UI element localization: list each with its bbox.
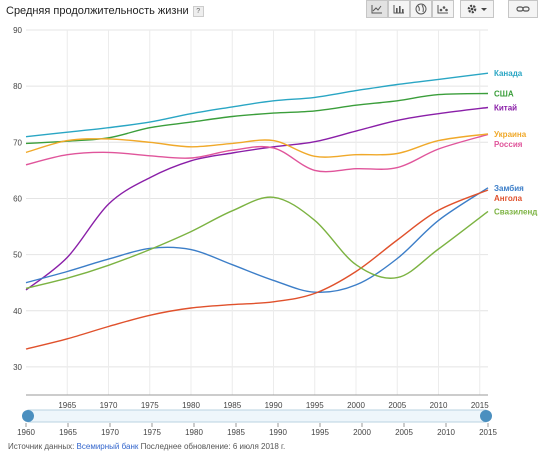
chart-title: Средняя продолжительность жизни? <box>6 5 204 17</box>
timeline-tick-1970: 1970 <box>101 428 119 437</box>
scatter-button[interactable] <box>432 0 454 18</box>
series-line-4[interactable] <box>26 134 488 157</box>
timeline-slider[interactable]: 1960 1965 1970 1975 1980 1985 1990 1995 2000 2005… <box>17 410 497 437</box>
x-tick-1985: 1985 <box>223 401 241 410</box>
timeline-tick-1990: 1990 <box>269 428 287 437</box>
x-tick-1975: 1975 <box>141 401 159 410</box>
gear-icon <box>466 3 488 15</box>
globe-icon <box>415 3 427 15</box>
timeline-track <box>28 410 486 422</box>
x-tick-1990: 1990 <box>265 401 283 410</box>
timeline-tick-1960: 1960 <box>17 428 35 437</box>
bar-chart-button[interactable] <box>388 0 410 18</box>
legend-label-4[interactable]: Украина <box>494 130 527 139</box>
x-tick-1970: 1970 <box>100 401 118 410</box>
y-tick-30: 30 <box>13 363 22 372</box>
chart-grid: 30 40 50 60 70 80 90 1965 1970 1975 1980 1985 1990 19… <box>13 26 489 410</box>
chart-title-text: Средняя продолжительность жизни <box>6 5 189 17</box>
link-icon <box>516 4 530 14</box>
help-icon[interactable]: ? <box>193 6 204 17</box>
timeline-start-handle[interactable] <box>22 410 34 422</box>
timeline-tick-2000: 2000 <box>353 428 371 437</box>
chart-header: Средняя продолжительность жизни? <box>0 0 540 22</box>
x-tick-1980: 1980 <box>182 401 200 410</box>
line-chart-button[interactable] <box>366 0 388 18</box>
series-line-1[interactable] <box>26 94 488 144</box>
legend-label-1[interactable]: США <box>494 89 514 98</box>
timeline-tick-2015: 2015 <box>479 428 497 437</box>
x-tick-2015: 2015 <box>471 401 489 410</box>
series-line-5[interactable] <box>26 188 488 293</box>
timeline-tick-1965: 1965 <box>59 428 77 437</box>
timeline-tick-2010: 2010 <box>437 428 455 437</box>
timeline-tick-2005: 2005 <box>395 428 413 437</box>
x-tick-2005: 2005 <box>388 401 406 410</box>
x-tick-2010: 2010 <box>430 401 448 410</box>
settings-button[interactable] <box>460 0 494 18</box>
x-tick-1965: 1965 <box>58 401 76 410</box>
y-tick-80: 80 <box>13 82 22 91</box>
y-tick-60: 60 <box>13 194 22 203</box>
legend-label-0[interactable]: Канада <box>494 69 523 78</box>
y-tick-90: 90 <box>13 26 22 35</box>
legend-label-2[interactable]: Китай <box>494 103 517 112</box>
x-tick-2000: 2000 <box>347 401 365 410</box>
map-button[interactable] <box>410 0 432 18</box>
timeline-tick-1975: 1975 <box>143 428 161 437</box>
legend-label-6[interactable]: Ангола <box>494 194 523 203</box>
scatter-icon <box>437 4 449 14</box>
y-tick-50: 50 <box>13 251 22 260</box>
legend-label-7[interactable]: Свазиленд <box>494 207 537 216</box>
timeline-end-handle[interactable] <box>480 410 492 422</box>
y-tick-70: 70 <box>13 138 22 147</box>
line-chart-icon <box>371 4 383 14</box>
link-button[interactable] <box>508 0 538 18</box>
timeline-tick-1995: 1995 <box>311 428 329 437</box>
legend-label-5[interactable]: Замбия <box>494 184 524 193</box>
chart-series <box>26 73 488 349</box>
series-line-0[interactable] <box>26 73 488 137</box>
legend-label-3[interactable]: Россия <box>494 140 523 149</box>
bar-chart-icon <box>393 4 405 14</box>
timeline-tick-1985: 1985 <box>227 428 245 437</box>
y-tick-40: 40 <box>13 307 22 316</box>
x-tick-1995: 1995 <box>306 401 324 410</box>
timeline-tick-1980: 1980 <box>185 428 203 437</box>
